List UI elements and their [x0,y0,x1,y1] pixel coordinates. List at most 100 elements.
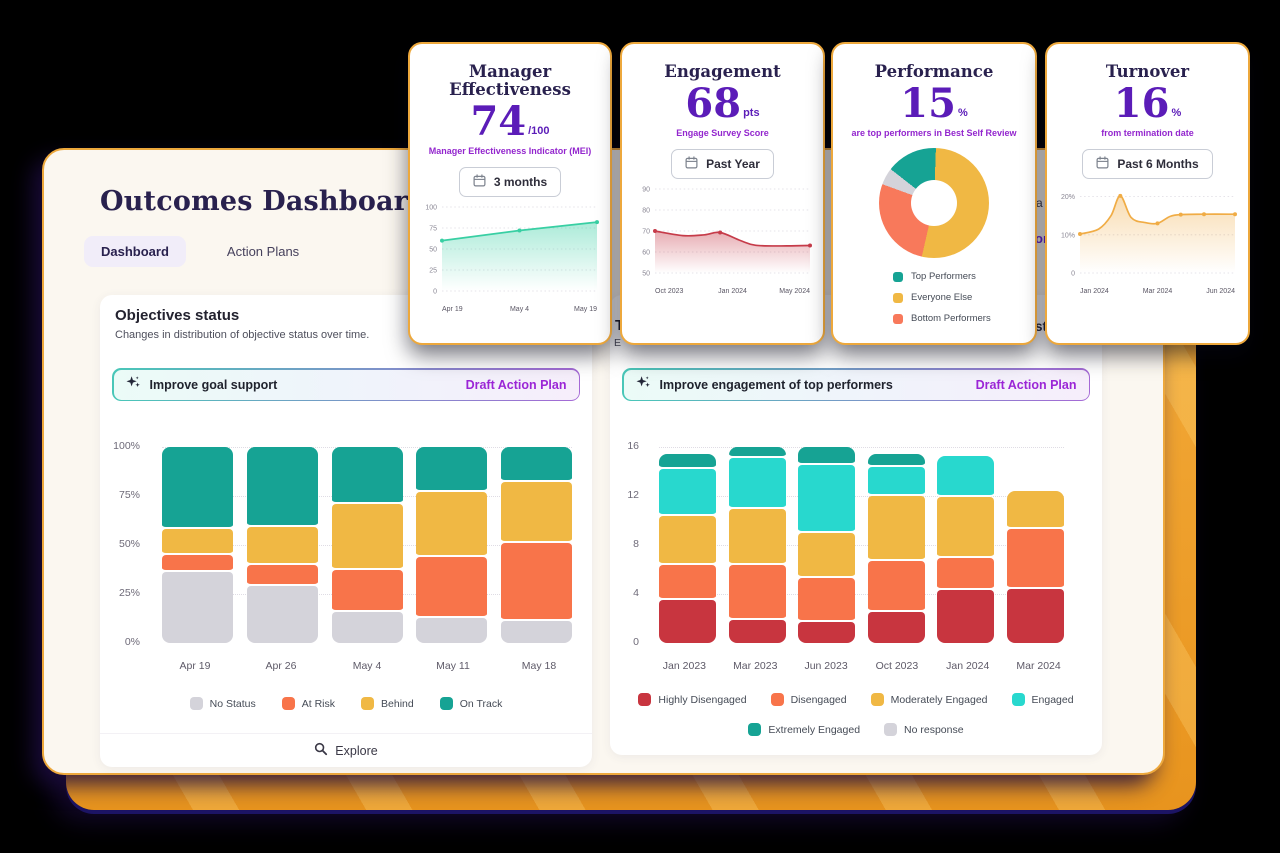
segment-disengaged [728,564,786,620]
svg-text:75: 75 [429,226,437,233]
metric-value: 15 [900,80,956,128]
bar-may-18 [501,447,572,643]
segment-on-track [246,447,318,528]
segment-disengaged [937,558,995,591]
segment-no-status [246,586,318,643]
legend-item: Extremely Engaged [748,723,860,736]
segment-disengaged [798,578,856,623]
legend-item: Highly Disengaged [638,693,747,706]
legend-label: No response [904,723,964,736]
tab-action-plans[interactable]: Action Plans [226,244,300,259]
explore-label: Explore [335,743,378,758]
svg-text:Oct 2023: Oct 2023 [655,288,684,295]
segment-no-status [331,611,403,643]
draft-action-plan-link[interactable]: Draft Action Plan [975,377,1077,392]
y-axis-label: 100% [113,440,140,452]
period-label: Past 6 Months [1117,157,1199,172]
legend-label: At Risk [301,697,336,710]
panel-subtitle: Changes in distribution of objective sta… [115,329,370,341]
gridline [659,545,1064,546]
legend-label: On Track [459,697,503,710]
y-axis-label: 0 [633,636,639,648]
y-axis-label: 50% [118,538,140,550]
metric-card-engagement: Engagement 68 pts Engage Survey Score Past Y… [620,42,825,345]
legend-color-chip [893,292,903,303]
period-label: Past Year [706,157,760,172]
period-selector-button[interactable]: Past Year [671,149,774,180]
x-axis-label: May 4 [352,660,382,672]
gridline [659,496,1064,497]
period-selector-button[interactable]: Past 6 Months [1082,149,1213,180]
panel-title-fragment: T [615,317,624,334]
segment-engaged [867,466,925,497]
legend-color-chip [893,271,903,282]
segment-disengaged [867,560,925,613]
y-axis-label: 12 [627,489,639,501]
segment-disengaged [659,564,716,601]
svg-text:0: 0 [433,289,437,296]
metric-value-suffix: % [1171,107,1182,120]
segment-at-risk [501,543,572,622]
legend-item: Everyone Else [893,292,991,303]
metric-value-suffix: % [957,107,968,120]
trend-line-chart: 90 80 70 60 50 Oct 2023 Jan 2024 May 2024 [642,187,812,295]
magnifier-icon [314,742,328,759]
calendar-icon [473,174,486,190]
card-title: Turnover [1105,62,1190,81]
svg-text:Jan 2024: Jan 2024 [1080,288,1109,295]
svg-text:60: 60 [642,250,650,257]
legend-color-chip [870,693,884,706]
period-label: 3 months [493,175,548,190]
segment-moderately-engaged [798,532,856,579]
draft-action-plan-link[interactable]: Draft Action Plan [465,377,567,392]
x-axis-label: Mar 2024 [1016,660,1061,672]
legend-color-chip [1011,693,1025,706]
svg-text:0: 0 [1071,271,1075,278]
card-title: Manager Effectiveness [449,62,571,100]
x-axis-label: Apr 19 [179,660,211,672]
page-title: Outcomes Dashboard [100,186,428,217]
legend-color-chip [189,697,203,710]
x-axis-label: Mar 2023 [733,660,778,672]
segment-behind [416,492,488,557]
segment-highly-disengaged [798,622,856,643]
segment-engaged [937,455,995,498]
segment-behind [501,482,572,544]
tab-dashboard[interactable]: Dashboard [84,236,186,267]
segment-highly-disengaged [937,590,995,643]
x-axis-label: May 18 [521,660,557,672]
segment-disengaged [1006,529,1064,590]
legend-item: Bottom Performers [893,313,991,324]
bar-mar-2024 [1006,491,1064,643]
suggestion-banner-inner: Improve engagement of top performers Dra… [623,369,1089,400]
svg-text:May 2024: May 2024 [779,288,810,295]
card-title: Performance [874,62,994,81]
sparkle-icon [636,375,651,395]
metric-value-row: 74/100 [470,102,549,142]
explore-button[interactable]: Explore [100,733,592,767]
period-selector-button[interactable]: 3 months [458,167,562,198]
svg-text:25: 25 [429,268,437,275]
legend-color-chip [281,697,295,710]
legend-item: Disengaged [770,693,847,706]
legend-item: Moderately Engaged [870,693,988,706]
legend-item: Behind [361,697,414,710]
legend-item: At Risk [281,697,336,710]
legend-color-chip [884,723,898,736]
obscured-text-fragment: st [1035,319,1048,334]
plot-area [659,447,1064,643]
metric-value: 68 [685,80,742,128]
segment-highly-disengaged [1006,589,1064,643]
segment-moderately-engaged [659,515,716,565]
segment-engaged [659,469,716,516]
legend-label: Engaged [1031,693,1074,706]
bar-mar-2023 [728,447,786,643]
legend-label: Behind [381,697,414,710]
segment-no-status [162,572,233,643]
objectives-legend: No Status At Risk Behind On Track [100,697,592,710]
bar-may-11 [416,447,488,643]
legend-item: Top Performers [893,271,991,282]
metric-caption: Engage Survey Score [676,128,769,139]
y-axis-label: 0% [124,636,140,648]
